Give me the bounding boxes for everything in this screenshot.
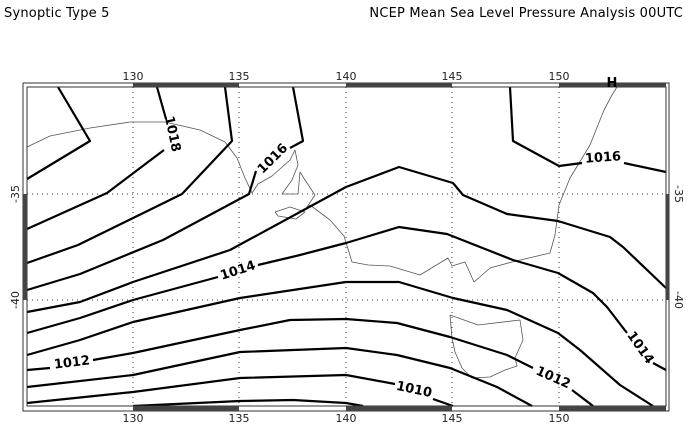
frame-band-top [559, 83, 666, 87]
map-frame [22, 82, 670, 412]
frame-band-bottom [133, 406, 239, 411]
coastline-segment [449, 314, 524, 379]
coastline-segment [274, 206, 306, 220]
contour-label-1012: 1012 [533, 364, 572, 392]
isobar-line [26, 373, 396, 405]
frame-band-right [666, 194, 669, 300]
high-pressure-marker: H [607, 76, 618, 91]
lon-tick-135-bottom: 135 [229, 412, 250, 425]
isobar-line [571, 389, 594, 407]
coastline [26, 86, 618, 379]
contour-label-1014: 1014 [623, 329, 656, 367]
lon-tick-130: 130 [123, 70, 144, 83]
frame-band-left [23, 194, 27, 300]
isobar-line [26, 149, 165, 231]
isobar-line [26, 366, 51, 372]
isobar-line [92, 317, 534, 369]
isobar-line [508, 86, 583, 168]
lon-tick-140-bottom: 140 [336, 412, 357, 425]
isobar-line [26, 86, 92, 180]
frame-band-bottom [346, 406, 452, 411]
coastline-segment [26, 86, 618, 283]
lat-tick-40-left: -40 [9, 291, 22, 309]
axis-labels: 130 135 140 145 150 130 135 140 145 150 … [9, 70, 685, 425]
contour-labels: 1018 1016 1016 1014 1014 1012 1012 1010 … [53, 76, 656, 401]
lon-tick-145-bottom: 145 [442, 412, 463, 425]
isobar-line [432, 397, 454, 408]
contour-label-1016: 1016 [584, 149, 621, 166]
isobar-line [155, 86, 168, 120]
isobar-line [26, 86, 234, 265]
contour-label-1010: 1010 [395, 379, 434, 401]
frame-band-top [346, 83, 452, 87]
inner-frame [26, 86, 667, 407]
contour-label-1014: 1014 [218, 258, 257, 283]
isobar-line [26, 170, 258, 292]
isobar-line [289, 86, 305, 149]
isobar-line [26, 346, 533, 407]
lon-tick-135: 135 [229, 70, 250, 83]
isobar-line [26, 275, 219, 335]
lon-tick-145: 145 [442, 70, 463, 83]
frame-band-bottom [559, 406, 666, 411]
lat-tick-35-left: -35 [9, 185, 22, 203]
contour-label-1016: 1016 [255, 141, 291, 177]
lat-tick-40-right: -40 [672, 291, 685, 309]
isobar-line [652, 362, 667, 371]
isobar-line [26, 165, 667, 314]
frame-band-top [133, 83, 239, 87]
contour-label-1018: 1018 [161, 115, 183, 154]
lon-tick-140: 140 [336, 70, 357, 83]
lat-tick-35-right: -35 [672, 185, 685, 203]
lon-tick-150: 150 [549, 70, 570, 83]
lon-tick-130-bottom: 130 [123, 412, 144, 425]
chart-title-left: Synoptic Type 5 [4, 6, 110, 21]
graticule [27, 87, 666, 406]
isobar-line [257, 225, 628, 334]
contour-label-1012: 1012 [53, 353, 91, 372]
isobars [26, 86, 667, 408]
chart-title-right: NCEP Mean Sea Level Pressure Analysis 00… [369, 6, 683, 21]
isobar-line [623, 161, 667, 174]
isobar-line [26, 280, 654, 407]
isobar-line [132, 398, 364, 408]
lon-tick-150-bottom: 150 [549, 412, 570, 425]
